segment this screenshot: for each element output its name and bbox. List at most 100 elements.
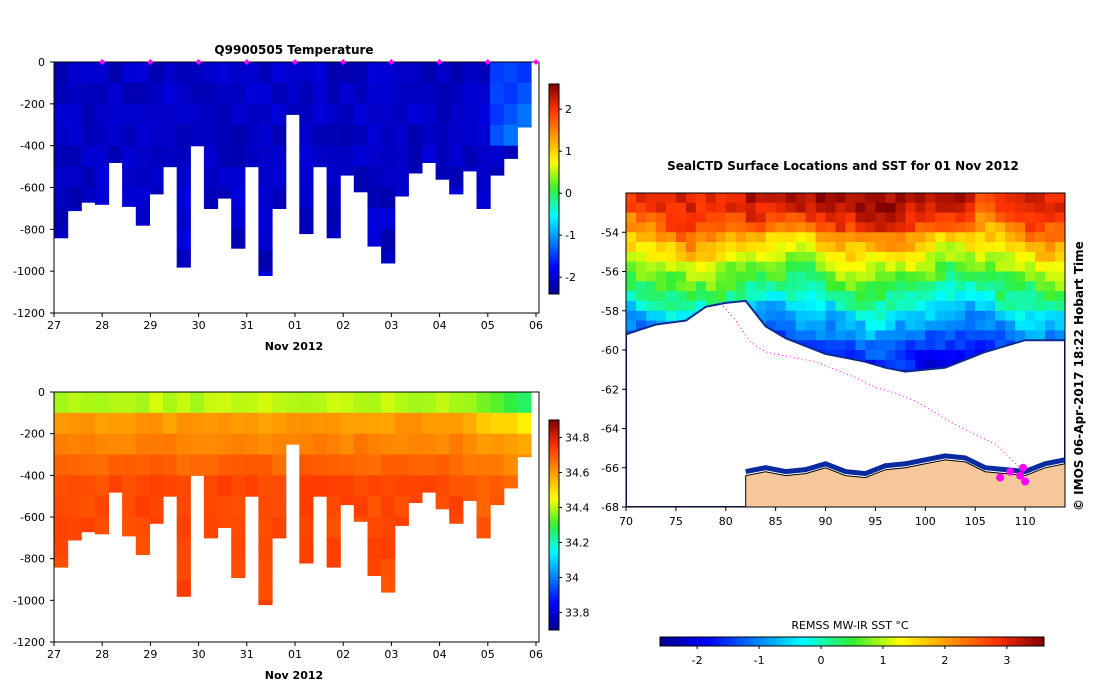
section-0-cell	[135, 166, 150, 189]
sst-cell	[955, 291, 966, 302]
section-0-cell	[435, 62, 450, 84]
section-1-cell	[394, 392, 409, 414]
section-1-cell	[326, 496, 341, 518]
section-1-cell	[326, 475, 341, 497]
section-1-cell	[176, 412, 191, 435]
map-xtick-label: 75	[669, 515, 683, 528]
section-0-cell	[94, 187, 110, 205]
section-1-cell	[353, 433, 368, 456]
sst-cell	[825, 202, 836, 214]
section-0-cell	[312, 82, 328, 105]
section-0-cell	[422, 103, 437, 126]
section-1-cell	[381, 392, 396, 414]
section-0-cell	[462, 166, 478, 172]
sst-cell	[725, 242, 737, 253]
sst-cell	[755, 300, 767, 312]
section-0-cell	[326, 187, 341, 209]
section-0-cell	[435, 166, 450, 180]
sst-cell	[845, 330, 856, 341]
section-0-cell	[435, 145, 450, 168]
sst-cell	[655, 261, 667, 272]
sst-cell	[865, 291, 876, 302]
sst-cell	[925, 202, 936, 214]
sst-cell	[1055, 320, 1065, 331]
sst-cell	[905, 300, 916, 312]
sst-cell	[965, 251, 976, 263]
sst-cell	[835, 310, 846, 322]
sst-cell	[775, 232, 787, 243]
section-0-cell	[285, 103, 300, 115]
section-0-cell	[394, 145, 409, 168]
section-0-cell	[176, 166, 191, 189]
section-0-cell	[81, 82, 96, 105]
section-0-ytick-label: -400	[20, 140, 45, 153]
section-1-cell	[231, 537, 246, 560]
section-1-cell	[299, 496, 314, 518]
section-1-cell	[176, 537, 191, 560]
section-0-cell	[67, 103, 82, 126]
sst-cell	[675, 232, 687, 243]
section-0-cell	[381, 187, 396, 209]
sst-cell	[915, 320, 926, 331]
section-1-cell	[54, 517, 69, 539]
sst-cell	[626, 291, 637, 302]
sst-cell	[815, 212, 827, 223]
sst-cell	[875, 261, 886, 272]
sst-cell	[895, 330, 906, 341]
sst-cell	[775, 281, 787, 292]
sst-cell	[975, 271, 986, 282]
sst-cell	[895, 202, 906, 214]
section-1-cell	[149, 517, 164, 524]
sst-cell	[965, 271, 976, 282]
section-0-cell	[203, 124, 219, 147]
map-ytick-label: -54	[601, 226, 619, 239]
section-1-cell	[94, 454, 110, 476]
sst-cell	[725, 291, 737, 302]
sst-cell	[1045, 330, 1056, 341]
sst-cell	[875, 271, 886, 282]
map-ytick-label: -56	[601, 266, 619, 279]
sst-cell	[905, 320, 916, 331]
section-1-cell	[217, 433, 232, 456]
sst-cell	[815, 242, 827, 253]
sst-cell	[785, 320, 797, 331]
sst-cell	[895, 261, 906, 272]
sst-cell	[915, 310, 926, 322]
section-1-cell	[67, 496, 82, 518]
sst-cell	[835, 271, 846, 282]
sst-cell	[1015, 261, 1026, 272]
section-0-cell	[258, 271, 273, 276]
section-1-cell	[503, 433, 518, 456]
sst-cell	[845, 242, 856, 253]
section-1-cell	[449, 392, 464, 414]
section-1-xtick-label: 28	[95, 648, 109, 661]
section-0-cell	[476, 166, 491, 189]
sst-cell	[1005, 310, 1016, 322]
sst-cell	[1035, 212, 1046, 223]
sst-cell	[1025, 320, 1036, 331]
sst-cell	[915, 193, 926, 204]
sst-cell	[705, 281, 717, 292]
section-1-cell	[231, 412, 246, 435]
section-1-cell	[367, 412, 382, 435]
section-1-cell	[394, 496, 409, 518]
sst-cell	[805, 222, 817, 233]
section-0-cell	[176, 124, 191, 147]
section-0-cell	[231, 82, 246, 105]
section-0-cell	[435, 124, 450, 147]
sst-cell	[895, 251, 906, 263]
section-1-xtick-label: 30	[192, 648, 206, 661]
sst-cell	[835, 202, 846, 214]
section-1-cell	[340, 412, 355, 435]
sst-cell	[1025, 261, 1036, 272]
sst-cell	[995, 271, 1006, 282]
sst-cell	[675, 193, 687, 204]
section-1-cell	[258, 454, 273, 476]
sst-cell	[636, 261, 647, 272]
section-1-cell	[435, 475, 450, 497]
sst-cell	[815, 310, 827, 322]
section-0-cell	[203, 82, 219, 105]
section-0-cell	[258, 166, 273, 189]
sst-cell	[945, 300, 956, 312]
section-0-cell	[449, 103, 464, 126]
